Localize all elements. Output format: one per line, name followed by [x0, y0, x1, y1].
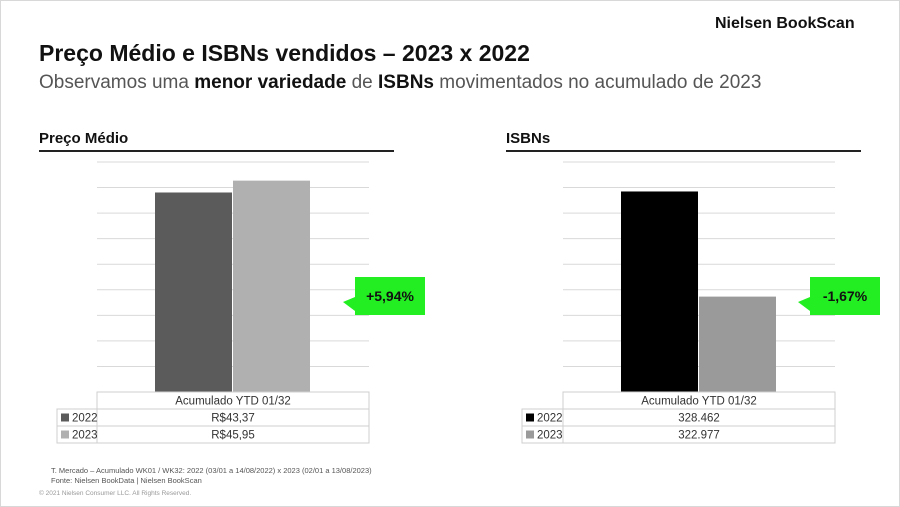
legend-label-2022: 2022	[537, 413, 563, 425]
change-badge-label: -1,67%	[823, 288, 868, 304]
legend-swatch-2023	[526, 430, 534, 439]
legend-swatch-2022	[61, 413, 69, 422]
brand-logo-text: Nielsen BookScan	[715, 15, 855, 32]
badge-pointer	[798, 297, 810, 311]
data-label-2022: R$43,37	[211, 413, 254, 425]
legend-label-2023: 2023	[537, 430, 563, 442]
footnote-line1: T. Mercado – Acumulado WK01 / WK32: 2022…	[51, 466, 372, 475]
slide-title: Preço Médio e ISBNs vendidos – 2023 x 20…	[39, 40, 530, 66]
subtitle-part1: Observamos uma	[39, 72, 195, 93]
category-label: Acumulado YTD 01/32	[641, 396, 757, 408]
data-label-2023: R$45,95	[211, 430, 254, 442]
data-label-2022: 328.462	[678, 413, 720, 425]
table-row	[521, 425, 836, 444]
slide-subtitle: Observamos uma menor variedade de ISBNs …	[39, 72, 761, 94]
bar-2022	[621, 191, 698, 392]
change-badge	[810, 277, 880, 315]
footnote-line2: Fonte: Nielsen BookData | Nielsen BookSc…	[51, 476, 202, 485]
section-rule-right	[506, 150, 861, 152]
copyright: © 2021 Nielsen Consumer LLC. All Rights …	[39, 490, 192, 497]
section-rule-left	[39, 150, 394, 152]
subtitle-bold2: ISBNs	[378, 72, 434, 93]
subtitle-part3: movimentados no acumulado de 2023	[433, 72, 762, 93]
legend-label-2023: 2023	[72, 430, 98, 442]
subtitle-part2: de	[346, 72, 379, 93]
badge-pointer	[343, 297, 355, 311]
legend-swatch-2023	[61, 430, 69, 439]
change-badge	[355, 277, 425, 315]
legend-label-2022: 2022	[72, 413, 98, 425]
bar-2023	[233, 180, 310, 392]
change-badge-label: +5,94%	[366, 288, 414, 304]
bar-2023	[699, 296, 776, 392]
legend-swatch-2022	[526, 413, 534, 422]
category-label: Acumulado YTD 01/32	[175, 396, 291, 408]
data-label-2023: 322.977	[678, 430, 720, 442]
chart-title-preco-medio: Preço Médio	[39, 130, 129, 147]
table-row	[56, 425, 370, 444]
subtitle-bold1: menor variedade	[194, 72, 347, 93]
chart-title-isbns: ISBNs	[506, 130, 551, 147]
bar-2022	[155, 192, 232, 392]
